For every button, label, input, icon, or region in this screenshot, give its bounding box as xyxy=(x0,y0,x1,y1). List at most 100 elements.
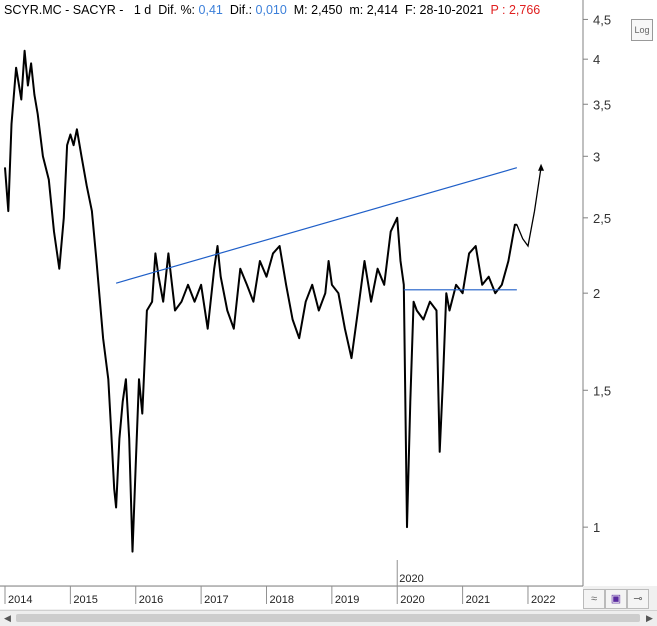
price-point xyxy=(213,268,215,270)
price-point xyxy=(69,133,71,136)
price-point xyxy=(151,301,153,303)
log-scale-button[interactable]: Log xyxy=(631,19,653,41)
price-point xyxy=(53,231,55,233)
price-point xyxy=(180,301,183,303)
price-point xyxy=(146,309,148,312)
price-point xyxy=(475,245,477,247)
price-point xyxy=(7,210,9,212)
price-point xyxy=(33,94,36,96)
price-label: P : 2,766 xyxy=(490,3,541,17)
price-point xyxy=(331,284,333,286)
x-tick-label: 2015 xyxy=(73,594,97,606)
price-point xyxy=(481,284,483,286)
x-axis: 2014 2015 2016 2017 2018 2019 2020 2021 2022 2020 xyxy=(4,560,555,606)
y-tick-label: 4,5 xyxy=(593,12,611,27)
price-point xyxy=(154,252,156,254)
price-point xyxy=(390,231,392,233)
price-point xyxy=(448,309,451,312)
price-point xyxy=(162,301,164,303)
price-point xyxy=(10,123,13,125)
price-point xyxy=(265,276,268,278)
price-point xyxy=(86,185,88,187)
price-point xyxy=(409,401,411,403)
y-axis-panel xyxy=(583,0,657,586)
price-point xyxy=(125,378,127,380)
price-point xyxy=(122,401,124,403)
trendline[interactable] xyxy=(115,167,518,284)
scroll-left-icon[interactable]: ◀ xyxy=(4,613,11,623)
min-label: m: 2,414 xyxy=(349,3,398,17)
zigzag-icon[interactable]: ≈ xyxy=(583,589,605,609)
price-point xyxy=(439,451,441,453)
price-point xyxy=(118,437,120,440)
x-tick-label: 2020 xyxy=(400,594,424,606)
year-marker-label: 2020 xyxy=(399,573,423,585)
save-icon[interactable]: ▣ xyxy=(605,589,627,609)
x-tick-label: 2022 xyxy=(531,594,555,606)
y-tick-label: 1,5 xyxy=(593,383,611,398)
price-point xyxy=(115,506,117,509)
chart-toolbar: ≈ ▣ ⊸ xyxy=(583,589,657,609)
price-point xyxy=(63,217,65,219)
price-point xyxy=(4,167,6,169)
series-group xyxy=(4,49,545,553)
y-tick-label: 2 xyxy=(593,286,600,301)
price-point xyxy=(76,128,78,130)
price-point xyxy=(24,50,26,52)
price-point xyxy=(445,292,447,294)
price-point xyxy=(363,260,366,262)
price-point xyxy=(200,284,202,286)
price-point xyxy=(416,309,418,312)
price-point xyxy=(27,84,29,87)
price-point xyxy=(141,412,143,415)
y-tick-label: 2,5 xyxy=(593,211,611,226)
max-label: M: 2,450 xyxy=(293,3,343,17)
price-point xyxy=(239,268,241,270)
scroll-right-icon[interactable]: ▶ xyxy=(646,613,653,623)
price-point xyxy=(357,309,359,312)
price-point xyxy=(107,378,109,380)
price-point xyxy=(272,252,274,254)
y-tick-label: 3,5 xyxy=(593,97,611,112)
price-point xyxy=(158,276,160,278)
price-point xyxy=(207,328,209,330)
price-point xyxy=(135,464,137,467)
price-point xyxy=(468,252,470,254)
pin-icon[interactable]: ⊸ xyxy=(627,589,649,609)
price-point xyxy=(259,260,261,262)
price-point xyxy=(138,378,140,380)
x-tick-label: 2014 xyxy=(8,594,32,606)
price-point xyxy=(128,437,130,440)
price-point xyxy=(435,309,438,312)
price-point xyxy=(246,284,248,286)
projection-line xyxy=(516,167,542,248)
period-label: 1 d xyxy=(133,3,152,17)
price-point xyxy=(58,268,60,270)
pct-change-label: Dif. %: xyxy=(158,3,196,17)
price-point xyxy=(501,284,503,286)
price-point xyxy=(337,292,339,294)
price-point xyxy=(48,178,50,181)
price-point xyxy=(383,284,385,286)
price-point xyxy=(15,67,17,69)
dif-value: 0,010 xyxy=(255,3,287,17)
date-label: F: 28-10-2021 xyxy=(404,3,484,17)
scroll-thumb[interactable] xyxy=(16,614,640,622)
y-tick-label: 3 xyxy=(593,149,600,164)
x-tick-label: 2019 xyxy=(335,594,359,606)
horizontal-scrollbar[interactable]: ◀ ▶ xyxy=(0,610,657,626)
price-point xyxy=(406,526,408,528)
price-point xyxy=(91,210,93,212)
price-point xyxy=(377,268,379,270)
price-point xyxy=(167,252,170,254)
price-point xyxy=(42,155,44,157)
price-point xyxy=(455,284,457,286)
price-point xyxy=(327,260,330,262)
price-point xyxy=(220,276,222,278)
price-point xyxy=(193,301,196,303)
price-point xyxy=(30,62,32,65)
price-point xyxy=(187,284,189,286)
price-point xyxy=(113,488,115,490)
